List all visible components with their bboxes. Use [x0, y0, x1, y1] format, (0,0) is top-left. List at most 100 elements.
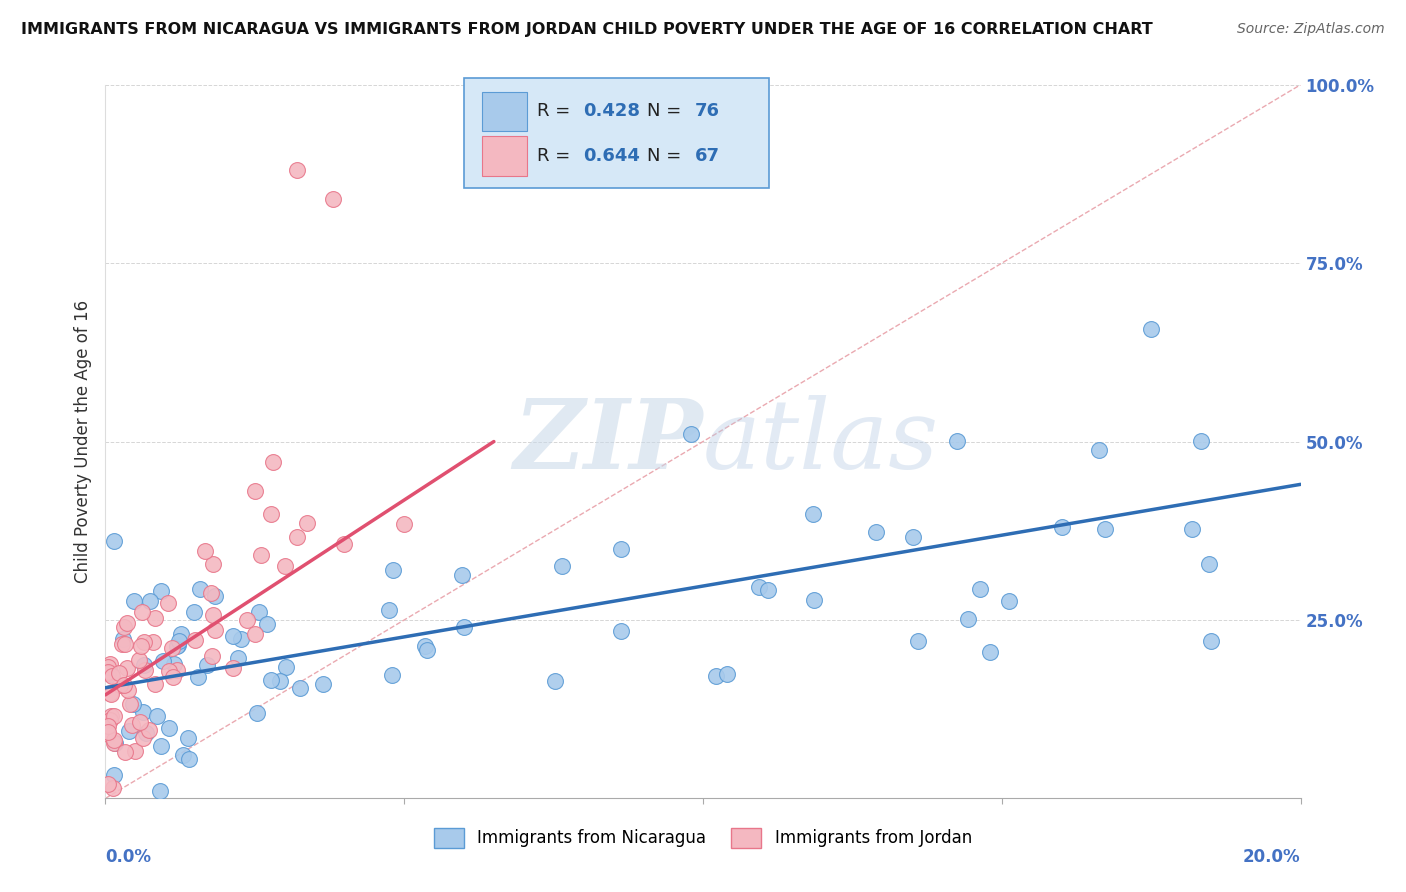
Point [121, 718, 143, 732]
Point [117, 682, 139, 697]
Point [190, 582, 212, 596]
Point [111, 637, 134, 651]
Point [1140, 322, 1163, 336]
Point [149, 784, 172, 798]
Point [103, 534, 125, 549]
Point [544, 673, 567, 688]
Point [111, 632, 134, 646]
Point [333, 537, 356, 551]
Point [957, 612, 980, 626]
Point [146, 708, 169, 723]
Point [177, 752, 200, 766]
Point [969, 582, 991, 596]
Point [98, 657, 121, 672]
Text: IMMIGRANTS FROM NICARAGUA VS IMMIGRANTS FROM JORDAN CHILD POVERTY UNDER THE AGE : IMMIGRANTS FROM NICARAGUA VS IMMIGRANTS … [21, 22, 1153, 37]
Point [222, 661, 245, 675]
Point [183, 605, 205, 619]
Point [152, 654, 174, 668]
FancyBboxPatch shape [482, 136, 527, 176]
Point [132, 705, 155, 719]
Point [801, 507, 824, 521]
Point [748, 580, 770, 594]
FancyBboxPatch shape [482, 92, 527, 131]
Point [100, 687, 122, 701]
Point [162, 641, 184, 656]
Point [100, 686, 122, 700]
Point [97, 718, 120, 732]
Point [143, 677, 166, 691]
Point [704, 669, 727, 683]
Point [103, 733, 125, 747]
Point [803, 593, 825, 607]
Point [202, 558, 225, 572]
Text: atlas: atlas [703, 394, 939, 489]
Point [756, 582, 779, 597]
Point [157, 721, 180, 735]
Text: R =: R = [537, 147, 576, 165]
Point [101, 781, 124, 796]
Point [162, 670, 184, 684]
Point [246, 706, 269, 721]
Point [139, 594, 162, 608]
Point [114, 637, 136, 651]
Point [1180, 522, 1202, 536]
Point [103, 736, 125, 750]
Text: N =: N = [647, 103, 686, 120]
Point [100, 708, 122, 723]
Point [131, 605, 153, 619]
Point [134, 635, 156, 649]
Point [901, 529, 924, 543]
Point [1094, 522, 1116, 536]
Point [204, 590, 226, 604]
Point [128, 714, 150, 729]
Point [285, 163, 308, 178]
Point [979, 645, 1001, 659]
Point [97, 665, 120, 680]
Text: R =: R = [537, 103, 576, 120]
Text: N =: N = [647, 147, 686, 165]
Point [172, 748, 194, 763]
Point [132, 658, 155, 673]
Point [143, 611, 166, 625]
Point [129, 639, 152, 653]
Text: 20.0%: 20.0% [1243, 848, 1301, 866]
Point [184, 632, 207, 647]
Point [381, 563, 404, 577]
Point [142, 635, 165, 649]
Point [118, 723, 141, 738]
Point [1050, 520, 1073, 534]
Point [231, 632, 253, 646]
Text: 76: 76 [695, 103, 720, 120]
Point [97, 660, 120, 674]
Point [865, 524, 887, 539]
Point [122, 594, 145, 608]
Point [1189, 434, 1212, 448]
Point [187, 670, 209, 684]
Point [194, 543, 217, 558]
Point [97, 726, 120, 740]
Point [135, 726, 157, 740]
Point [288, 681, 311, 696]
Point [451, 567, 474, 582]
Point [416, 643, 439, 657]
Y-axis label: Child Poverty Under the Age of 16: Child Poverty Under the Age of 16 [75, 300, 93, 583]
Point [167, 634, 190, 648]
Point [273, 559, 295, 574]
Legend: Immigrants from Nicaragua, Immigrants from Jordan: Immigrants from Nicaragua, Immigrants fr… [427, 822, 979, 855]
Point [907, 634, 929, 648]
Point [201, 648, 224, 663]
Point [716, 667, 738, 681]
Point [377, 603, 399, 617]
Point [204, 623, 226, 637]
Point [108, 678, 131, 692]
Point [321, 192, 344, 206]
Point [394, 517, 416, 532]
Point [166, 638, 188, 652]
Point [247, 605, 270, 619]
Point [262, 455, 284, 469]
Point [195, 658, 218, 673]
Point [250, 548, 273, 562]
Point [157, 597, 180, 611]
Point [256, 617, 278, 632]
Point [453, 619, 475, 633]
